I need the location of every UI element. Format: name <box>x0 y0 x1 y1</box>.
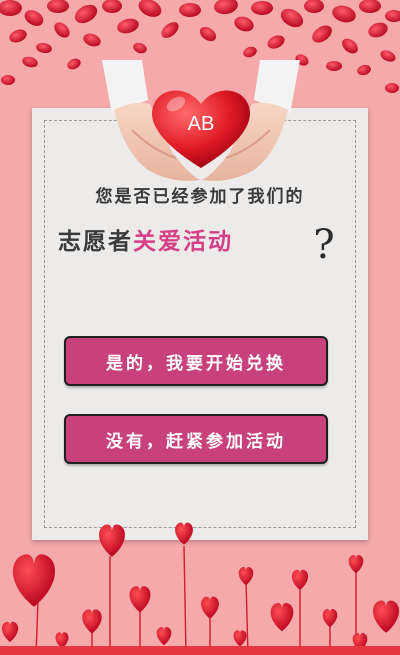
hero-badge: AB <box>188 113 215 135</box>
svg-text:?: ? <box>313 222 334 264</box>
rose-petals-decoration <box>0 0 400 93</box>
question-highlight: 关爱活动 <box>133 229 233 255</box>
question-line-1: 您是否已经参加了我们的 <box>95 187 305 207</box>
join-activity-button[interactable]: 没有，赶紧参加活动 <box>64 414 328 464</box>
hearts-decoration <box>0 522 400 655</box>
question-line-2-prefix: 志愿者 <box>58 229 133 255</box>
redeem-button[interactable]: 是的，我要开始兑换 <box>64 336 328 386</box>
question-line-2: 志愿者关爱活动 <box>58 222 233 262</box>
hands-holding-heart-icon: AB <box>102 60 300 181</box>
question-mark-icon: ? <box>313 222 334 264</box>
